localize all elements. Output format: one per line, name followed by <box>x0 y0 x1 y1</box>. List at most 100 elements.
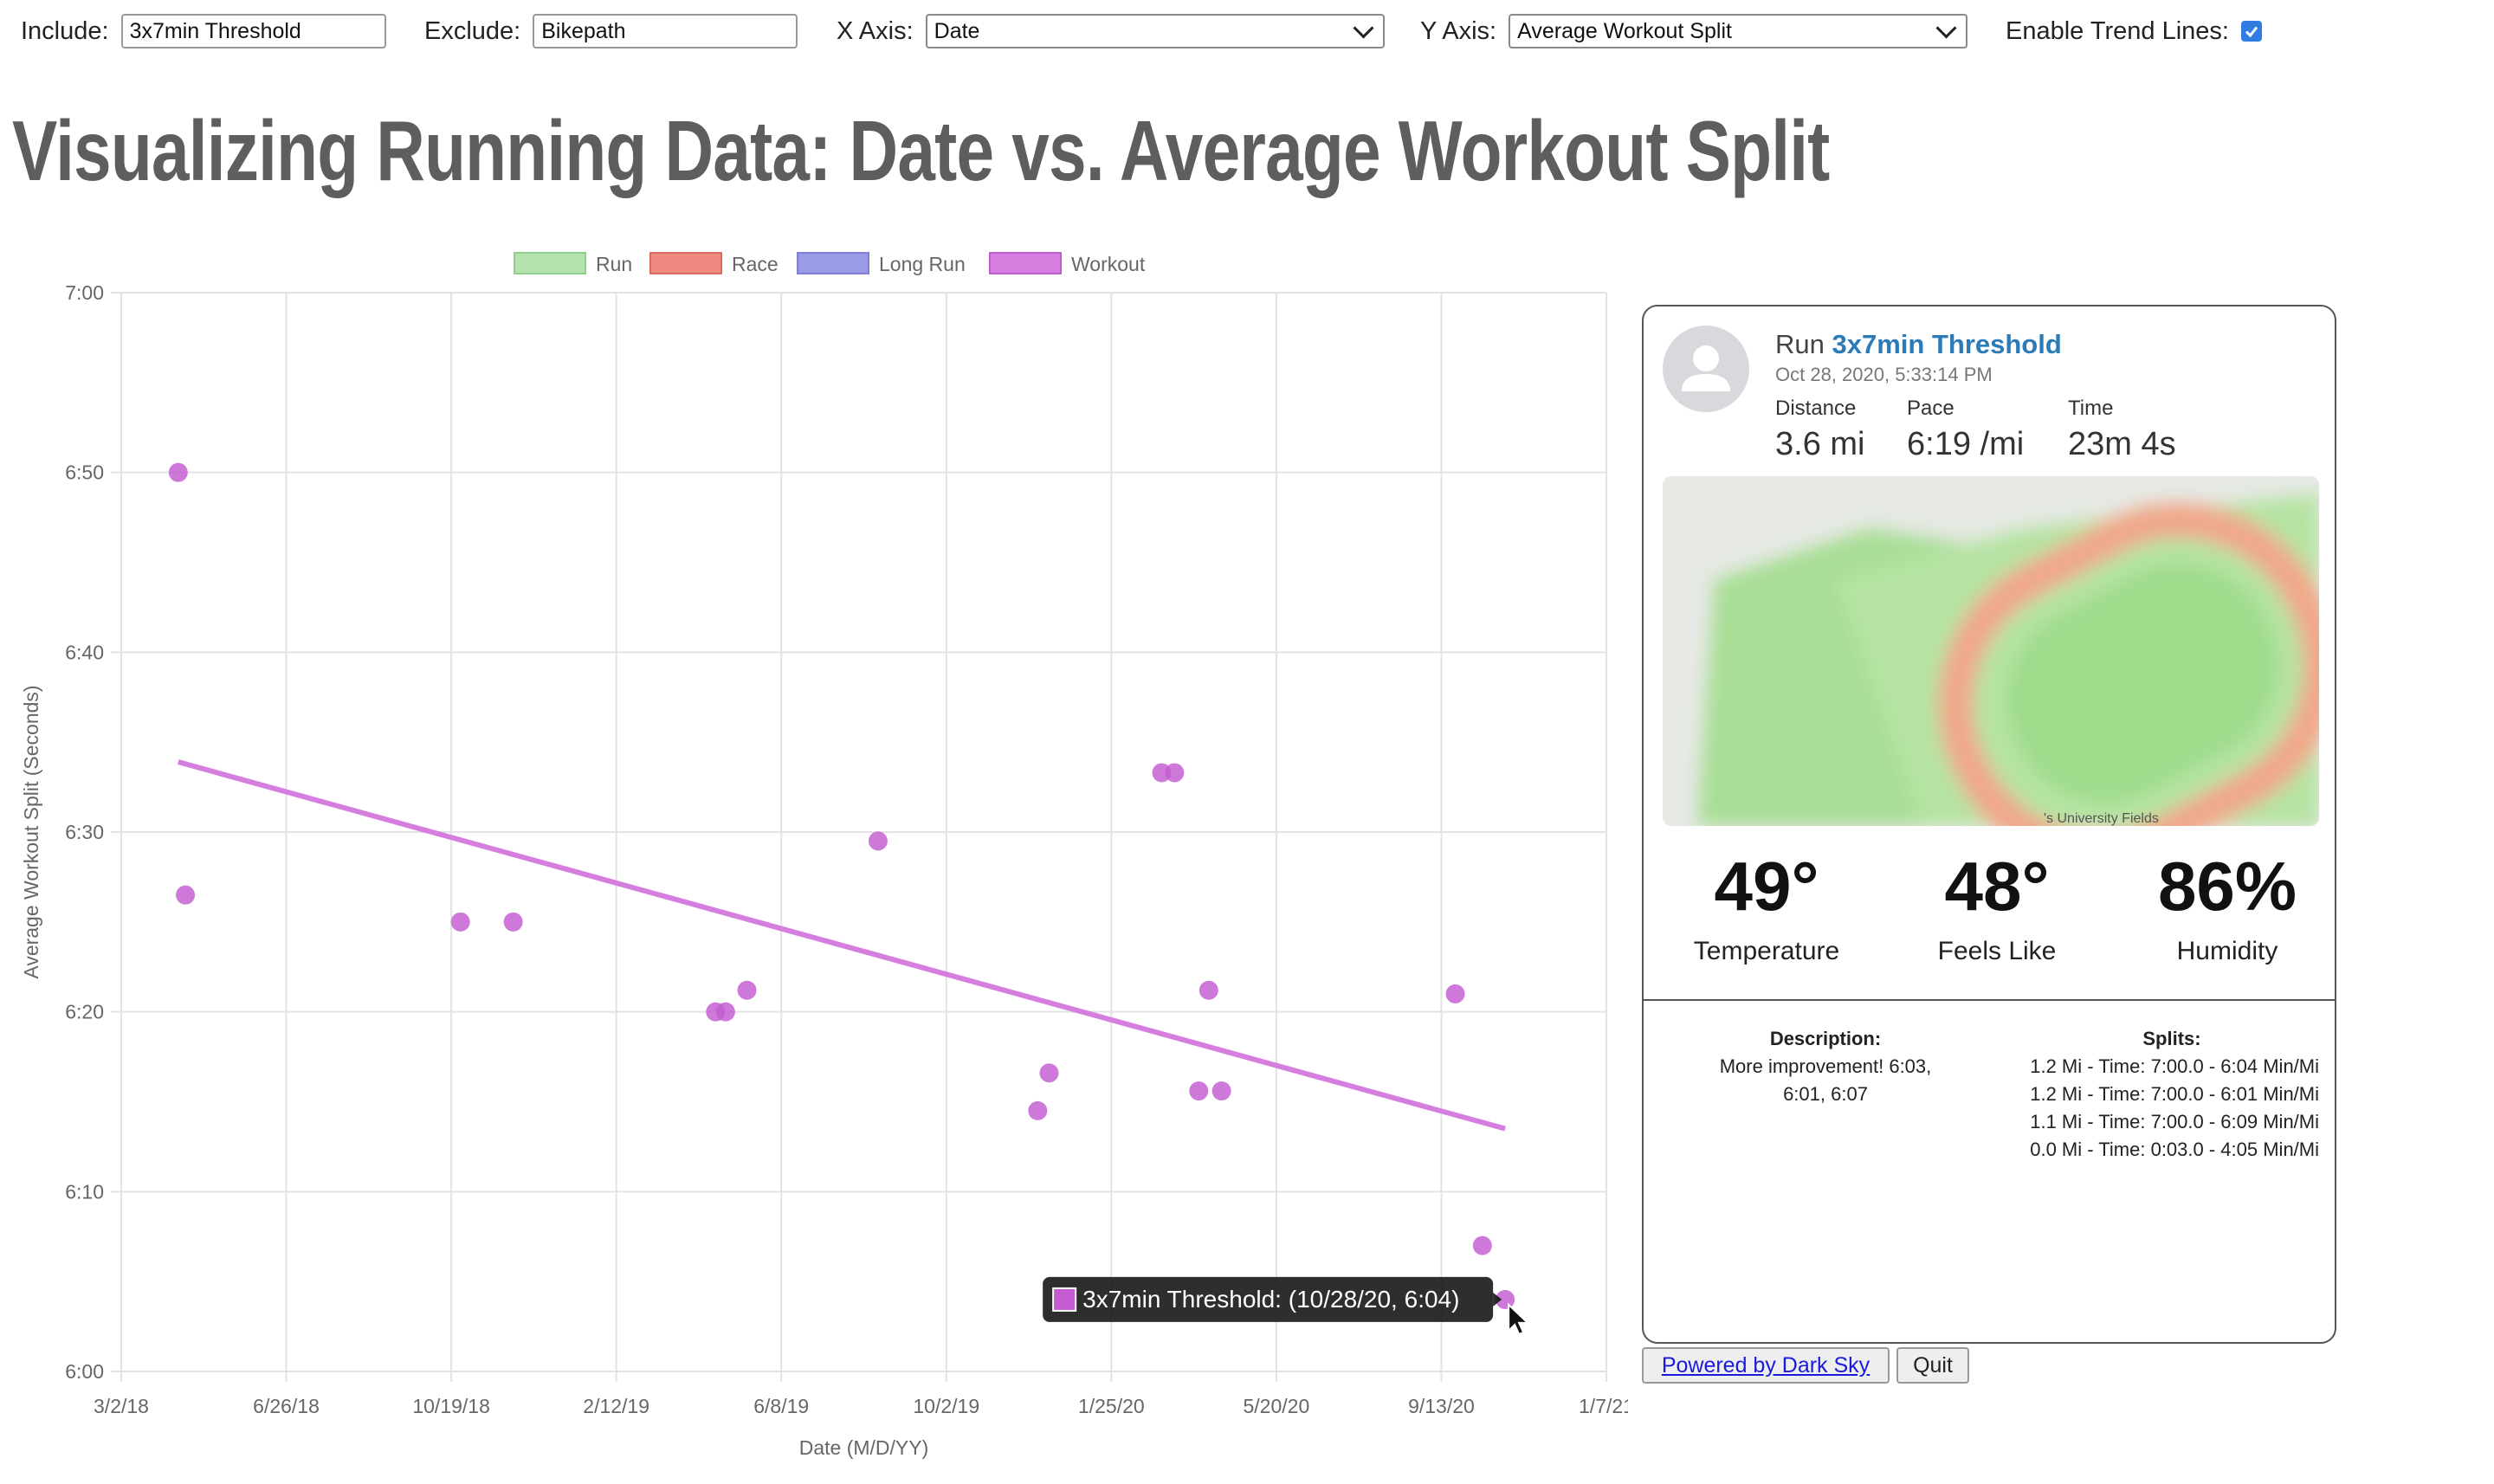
split-row: 1.2 Mi - Time: 7:00.0 - 6:01 Min/Mi <box>2030 1083 2319 1105</box>
trend-line <box>178 759 1506 1132</box>
data-point[interactable] <box>450 912 470 932</box>
legend-swatch <box>649 252 722 274</box>
map-label: 's University Fields <box>2044 811 2159 826</box>
quit-button[interactable]: Quit <box>1896 1347 1969 1384</box>
activity-title: Run 3x7min Threshold <box>1775 329 2062 360</box>
distance-stat: Distance 3.6 mi <box>1775 397 1864 463</box>
map-image: 's University Fields <box>1663 476 2319 826</box>
powered-by-dark-sky-button[interactable]: Powered by Dark Sky <box>1642 1347 1890 1384</box>
yaxis-select[interactable]: Average Workout Split <box>1509 14 1968 48</box>
x-tick-label: 2/12/19 <box>583 1395 649 1417</box>
tooltip-box <box>1043 1276 1494 1322</box>
temperature-value: 49° <box>1714 848 1819 925</box>
split-row: 1.2 Mi - Time: 7:00.0 - 6:04 Min/Mi <box>2030 1055 2319 1077</box>
checkmark-icon <box>2245 26 2258 38</box>
y-tick-label: 6:00 <box>65 1360 104 1383</box>
data-point[interactable] <box>868 831 888 851</box>
x-tick-label: 1/7/21 <box>1579 1395 1628 1417</box>
humidity-block: 86% Humidity <box>2115 848 2335 966</box>
pace-stat: Pace 6:19 /mi <box>1907 397 2024 463</box>
split-row: 0.0 Mi - Time: 0:03.0 - 4:05 Min/Mi <box>2030 1139 2319 1160</box>
chevron-down-icon <box>1353 16 1374 39</box>
distance-value: 3.6 mi <box>1775 426 1865 462</box>
time-label: Time <box>2068 397 2114 420</box>
activity-date: Oct 28, 2020, 5:33:14 PM <box>1775 364 1993 385</box>
x-tick-label: 5/20/20 <box>1244 1395 1310 1417</box>
feels-like-label: Feels Like <box>1937 937 2057 965</box>
data-point[interactable] <box>715 1002 735 1022</box>
x-tick-label: 9/13/20 <box>1408 1395 1475 1417</box>
data-point[interactable] <box>1189 1081 1209 1101</box>
humidity-label: Humidity <box>2176 937 2278 965</box>
mouse-cursor-icon <box>1508 1302 1530 1336</box>
pace-label: Pace <box>1907 397 1954 420</box>
exclude-input[interactable] <box>533 14 798 48</box>
xaxis-label: X Axis: <box>837 16 914 45</box>
distance-label: Distance <box>1775 397 1857 420</box>
data-point[interactable] <box>168 462 188 482</box>
card-divider <box>1644 999 2335 1001</box>
description-block: Description: More improvement! 6:03, 6:0… <box>1704 1025 1947 1108</box>
data-point[interactable] <box>176 885 196 905</box>
yaxis-label: Y Axis: <box>1420 16 1497 45</box>
xaxis-control: X Axis: Date <box>837 9 1385 54</box>
splits-block: Splits: 1.2 Mi - Time: 7:00.0 - 6:04 Min… <box>1973 1025 2319 1164</box>
feels-like-block: 48° Feels Like <box>1884 852 2110 966</box>
powered-by-dark-sky-link[interactable]: Powered by Dark Sky <box>1661 1352 1870 1378</box>
y-axis-title: Average Workout Split (Seconds) <box>20 685 42 978</box>
xaxis-select[interactable]: Date <box>925 14 1385 48</box>
x-tick-label: 10/19/18 <box>412 1395 490 1417</box>
legend-label: Run <box>596 253 632 275</box>
time-stat: Time 23m 4s <box>2068 397 2176 463</box>
tooltip-arrow <box>1493 1292 1502 1307</box>
tooltip-text: 3x7min Threshold: (10/28/20, 6:04) <box>1082 1286 1459 1313</box>
y-tick-label: 6:20 <box>65 1001 104 1023</box>
split-row: 1.1 Mi - Time: 7:00.0 - 6:09 Min/Mi <box>2030 1111 2319 1132</box>
data-point[interactable] <box>1039 1063 1059 1083</box>
user-icon <box>1682 345 1730 391</box>
activity-card: Run 3x7min Threshold Oct 28, 2020, 5:33:… <box>1642 305 2336 1344</box>
avatar <box>1663 326 1749 412</box>
yaxis-control: Y Axis: Average Workout Split <box>1420 9 1968 54</box>
y-tick-label: 6:10 <box>65 1180 104 1203</box>
activity-type: Run <box>1775 329 1825 359</box>
data-point[interactable] <box>1445 984 1465 1003</box>
data-point[interactable] <box>1496 1289 1515 1309</box>
exclude-control: Exclude: <box>424 9 798 54</box>
route-map[interactable]: 's University Fields <box>1663 476 2319 826</box>
legend-swatch <box>514 252 586 274</box>
chevron-down-icon <box>1935 16 1957 39</box>
y-tick-label: 6:40 <box>65 641 104 663</box>
scatter-chart[interactable]: 3/2/18 6/26/18 10/19/18 2/12/19 6/8/19 10/2/1… <box>0 242 1628 1472</box>
yaxis-select-value: Average Workout Split <box>1517 18 1732 43</box>
x-tick-label: 1/25/20 <box>1078 1395 1145 1417</box>
data-point[interactable] <box>1165 763 1185 783</box>
data-point[interactable] <box>737 980 757 1000</box>
include-control: Include: <box>21 9 386 54</box>
legend-label: Workout <box>1071 253 1146 275</box>
y-tick-label: 6:30 <box>65 821 104 843</box>
feels-like-value: 48° <box>1944 848 2050 925</box>
trend-lines-checkbox[interactable] <box>2240 21 2262 42</box>
data-point[interactable] <box>503 912 523 932</box>
data-point[interactable] <box>1028 1100 1048 1120</box>
splits-label: Splits: <box>2142 1028 2201 1049</box>
activity-name-link[interactable]: 3x7min Threshold <box>1832 329 2062 359</box>
y-tick-label: 6:50 <box>65 461 104 484</box>
pace-value: 6:19 /mi <box>1907 426 2025 462</box>
time-value: 23m 4s <box>2068 426 2176 462</box>
x-tick-label: 10/2/19 <box>913 1395 979 1417</box>
description-text: More improvement! 6:03, 6:01, 6:07 <box>1719 1055 1932 1105</box>
trend-control: Enable Trend Lines: <box>2006 9 2262 54</box>
temperature-label: Temperature <box>1693 937 1840 965</box>
data-point[interactable] <box>1199 980 1218 1000</box>
legend-swatch <box>989 252 1062 274</box>
xaxis-select-value: Date <box>934 18 980 43</box>
include-input[interactable] <box>120 14 386 48</box>
legend-label: Long Run <box>879 253 966 275</box>
data-point[interactable] <box>1472 1236 1492 1255</box>
x-tick-label: 6/26/18 <box>253 1395 320 1417</box>
data-point[interactable] <box>1211 1081 1231 1101</box>
humidity-value: 86% <box>2157 848 2297 925</box>
trend-label: Enable Trend Lines: <box>2006 16 2229 45</box>
